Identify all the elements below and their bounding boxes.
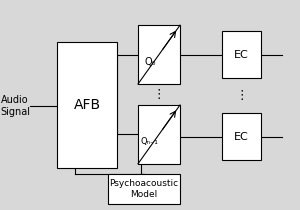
Text: ⋮: ⋮ [153, 88, 165, 101]
Text: EC: EC [234, 50, 249, 60]
Bar [222, 32, 261, 78]
Bar [222, 113, 261, 160]
Text: Audio
Signal: Audio Signal [0, 95, 30, 117]
Text: Qₙ₋₁: Qₙ₋₁ [141, 137, 159, 146]
Text: EC: EC [234, 131, 249, 142]
Text: Psychoacoustic
Model: Psychoacoustic Model [110, 179, 178, 199]
Bar [108, 174, 180, 204]
Bar [138, 105, 180, 164]
Bar [57, 42, 117, 168]
Bar [138, 25, 180, 84]
Text: ⋮: ⋮ [235, 89, 248, 102]
Text: AFB: AFB [74, 98, 100, 112]
Text: Q₀: Q₀ [145, 57, 156, 67]
